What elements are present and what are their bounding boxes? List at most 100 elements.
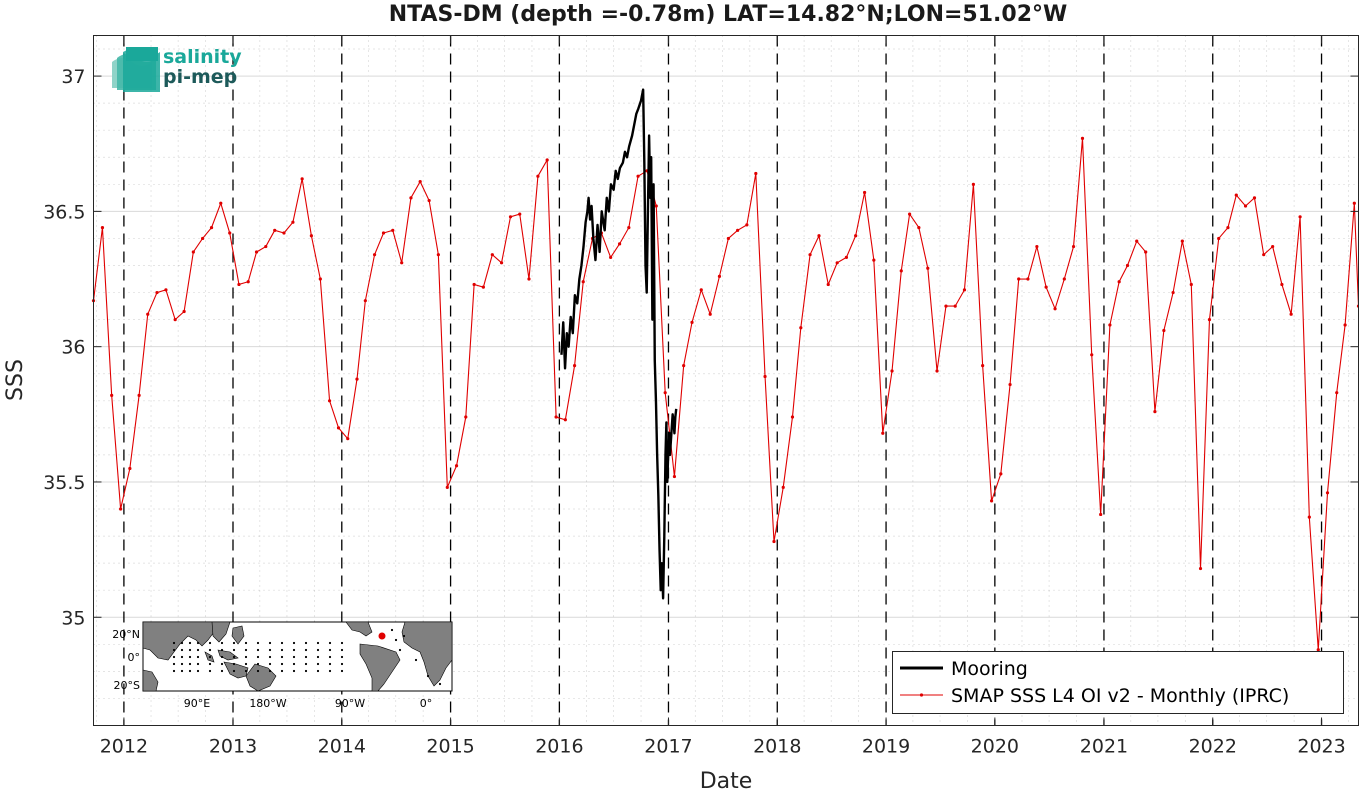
- legend-mooring-label: Mooring: [951, 658, 1028, 680]
- buoy-dot: [304, 662, 308, 666]
- buoy-dot: [328, 648, 332, 652]
- smap-point: [799, 326, 803, 330]
- buoy-dot: [304, 641, 308, 645]
- smap-point: [654, 204, 658, 208]
- buoy-dot: [280, 662, 284, 666]
- smap-point: [726, 236, 730, 241]
- smap-point: [881, 431, 885, 435]
- smap-point: [128, 466, 132, 471]
- buoy-dot: [196, 662, 200, 666]
- buoy-dot: [304, 648, 308, 652]
- buoy-dot: [280, 655, 284, 659]
- smap-point: [745, 223, 749, 227]
- smap-point: [155, 290, 159, 295]
- smap-point: [481, 285, 485, 289]
- x-tick-label: 2018: [753, 736, 801, 758]
- smap-point: [917, 226, 921, 230]
- y-tick-label: 35.5: [43, 472, 85, 494]
- smap-point: [254, 250, 259, 254]
- smap-point: [717, 274, 722, 278]
- smap-point: [1352, 201, 1356, 205]
- smap-point: [617, 242, 622, 246]
- buoy-dot: [292, 641, 296, 645]
- smap-point: [508, 215, 513, 219]
- smap-point: [554, 415, 558, 419]
- buoy-dot: [196, 648, 200, 652]
- major-grid: [93, 75, 1359, 618]
- buoy-dot: [316, 648, 320, 652]
- smap-point: [1325, 491, 1330, 495]
- smap-point: [472, 282, 476, 287]
- smap-point: [953, 304, 957, 308]
- buoy-dot: [180, 662, 184, 666]
- legend-smap-marker: [919, 693, 924, 697]
- buoy-dot: [256, 641, 260, 645]
- buoy-dot: [426, 674, 430, 678]
- buoy-dot: [268, 655, 272, 659]
- smap-point: [1262, 253, 1266, 257]
- smap-point: [1289, 312, 1293, 316]
- buoy-dot: [390, 628, 394, 632]
- smap-point: [1226, 226, 1230, 230]
- smap-point: [191, 250, 195, 254]
- smap-point: [1298, 215, 1302, 219]
- smap-point: [499, 261, 504, 265]
- salinity-pi-mep-logo: salinity pi-mep: [112, 46, 242, 92]
- smap-point: [1207, 318, 1212, 322]
- y-tick-label: 37: [61, 66, 85, 88]
- x-tick-label: 2017: [644, 736, 692, 758]
- buoy-dot: [188, 669, 192, 673]
- smap-point: [1035, 244, 1039, 249]
- smap-point: [1090, 353, 1094, 357]
- smap-point: [336, 426, 341, 430]
- smap-point: [1271, 244, 1275, 249]
- buoy-dot: [402, 634, 406, 638]
- buoy-dot: [268, 669, 272, 673]
- buoy-dot: [188, 648, 192, 652]
- map-buoy-dots: [172, 628, 442, 686]
- smap-point: [1099, 512, 1103, 517]
- smap-point: [708, 312, 712, 316]
- smap-point: [962, 288, 967, 292]
- buoy-dot: [208, 669, 212, 673]
- smap-point: [1080, 136, 1085, 140]
- smap-point: [1026, 277, 1030, 281]
- map-lon-label-90e: 90°E: [184, 697, 210, 710]
- smap-point: [1008, 382, 1012, 387]
- buoy-dot: [316, 641, 320, 645]
- x-axis-label: Date: [700, 769, 753, 790]
- buoy-dot: [180, 669, 184, 673]
- smap-point: [989, 499, 994, 503]
- smap-point: [363, 299, 367, 303]
- x-tick-label: 2021: [1080, 736, 1128, 758]
- smap-point: [790, 415, 795, 419]
- map-lat-label-south: 20°S: [114, 679, 140, 692]
- smap-point: [563, 418, 567, 422]
- smap-point: [518, 212, 522, 216]
- smap-point: [1189, 282, 1193, 287]
- buoy-dot: [268, 641, 272, 645]
- buoy-dot: [256, 669, 260, 673]
- buoy-dot: [244, 662, 248, 666]
- smap-point: [1343, 323, 1347, 327]
- smap-point: [1171, 290, 1175, 295]
- smap-point: [754, 171, 758, 176]
- smap-point: [400, 261, 404, 265]
- map-lat-label-equator: 0°: [128, 651, 141, 664]
- smap-point: [1180, 239, 1184, 243]
- x-tick-label: 2019: [862, 736, 910, 758]
- x-tick-label: 2022: [1189, 736, 1237, 758]
- smap-point: [890, 369, 894, 373]
- buoy-dot: [220, 655, 224, 659]
- smap-point: [228, 231, 232, 235]
- mooring-series-line: [560, 88, 678, 600]
- smap-point: [1125, 263, 1130, 268]
- smap-point: [663, 391, 667, 395]
- buoy-dot: [394, 638, 398, 642]
- smap-point: [572, 364, 577, 368]
- y-tick-label: 36.5: [43, 201, 85, 223]
- smap-point: [772, 539, 776, 544]
- buoy-dot: [316, 662, 320, 666]
- buoy-dot: [340, 641, 344, 645]
